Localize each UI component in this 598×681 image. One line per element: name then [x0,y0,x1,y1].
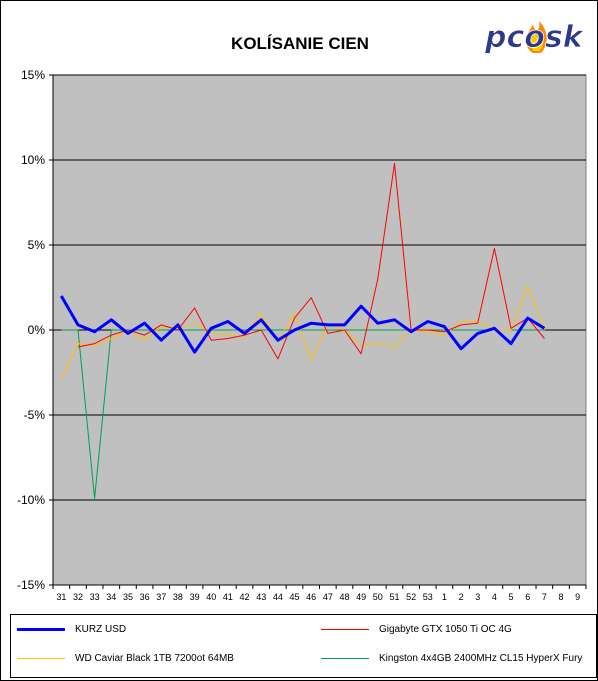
x-tick-label: 49 [356,592,366,602]
x-tick-label: 46 [306,592,316,602]
x-tick-label: 50 [373,592,383,602]
legend: KURZ USD Gigabyte GTX 1050 Ti OC 4G WD C… [10,614,597,678]
legend-swatch-wd [17,657,65,659]
series-line-0 [60,295,546,354]
x-tick-label: 8 [559,592,564,602]
x-tick-label: 7 [542,592,547,602]
x-tick-label: 35 [123,592,133,602]
x-tick-label: 52 [406,592,416,602]
legend-swatch-kingston [321,657,369,659]
legend-label-kurz-usd: KURZ USD [75,623,127,635]
x-tick-label: 37 [156,592,166,602]
x-tick-label: 31 [56,592,66,602]
x-tick-label: 41 [223,592,233,602]
x-tick-label: 6 [525,592,530,602]
y-tick-label: 15% [21,68,45,82]
legend-item-gigabyte: Gigabyte GTX 1050 Ti OC 4G [321,622,512,636]
legend-label-wd: WD Caviar Black 1TB 7200ot 64MB [75,652,234,664]
x-tick-label: 36 [140,592,150,602]
legend-item-kurz-usd: KURZ USD [17,622,126,636]
legend-label-gigabyte: Gigabyte GTX 1050 Ti OC 4G [379,623,512,635]
legend-item-kingston: Kingston 4x4GB 2400MHz CL15 HyperX Fury [321,651,582,665]
y-tick-label: 10% [21,153,45,167]
x-tick-label: 43 [256,592,266,602]
series-line-3 [61,329,545,499]
legend-swatch-kurz-usd [17,627,65,631]
x-tick-label: 2 [459,592,464,602]
logo-text: pcosk [484,20,583,55]
y-tick-label: -15% [17,578,45,592]
x-tick-label: 32 [73,592,83,602]
x-tick-label: 9 [575,592,580,602]
x-tick-label: 44 [273,592,283,602]
x-tick-label: 48 [339,592,349,602]
x-tick-label: 42 [240,592,250,602]
x-tick-label: 34 [106,592,116,602]
x-tick-label: 39 [190,592,200,602]
x-tick-label: 3 [475,592,480,602]
series-line-1 [77,162,545,360]
x-tick-label: 47 [323,592,333,602]
x-tick-label: 40 [206,592,216,602]
x-tick-label: 1 [442,592,447,602]
y-tick-label: 5% [28,238,46,252]
y-tick-label: -10% [17,493,45,507]
x-tick-label: 4 [492,592,497,602]
x-tick-label: 5 [509,592,514,602]
series-line-2 [60,285,545,380]
y-tick-label: 0% [28,323,46,337]
x-tick-label: 33 [90,592,100,602]
x-tick-label: 45 [290,592,300,602]
x-tick-label: 51 [389,592,399,602]
legend-item-wd: WD Caviar Black 1TB 7200ot 64MB [17,651,234,665]
legend-swatch-gigabyte [321,628,369,630]
x-tick-label: 38 [173,592,183,602]
chart-title: KOLÍSANIE CIEN [231,34,369,53]
pcosk-logo: pcosk [484,20,583,56]
x-tick-label: 53 [423,592,433,602]
legend-label-kingston: Kingston 4x4GB 2400MHz CL15 HyperX Fury [379,652,583,664]
y-tick-label: -5% [24,408,46,422]
chart-svg: 15%10%5%0%-5%-10%-15%31 32 33 34 35 36 37 38 39 4… [17,68,587,602]
